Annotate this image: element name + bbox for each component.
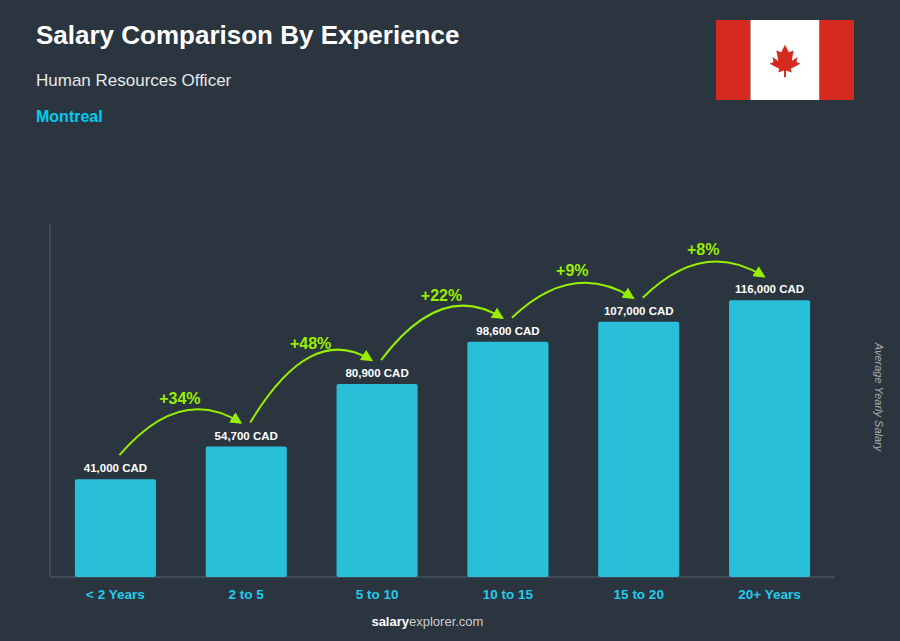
data-label: 41,000 CAD	[84, 462, 147, 474]
x-tick-label: 5 to 10	[356, 587, 399, 602]
data-label: 54,700 CAD	[215, 430, 278, 442]
footer-normal: explorer.com	[409, 614, 483, 629]
x-axis-line	[50, 577, 835, 578]
change-annotation: +22%	[421, 287, 462, 304]
change-annotation: +34%	[159, 390, 200, 407]
title: Salary Comparison By Experience	[36, 20, 459, 50]
bar	[598, 322, 679, 577]
background	[0, 0, 900, 641]
data-label: 107,000 CAD	[604, 305, 674, 317]
x-tick-label: 2 to 5	[229, 587, 265, 602]
footer-bold: salary	[371, 614, 409, 629]
change-annotation: +9%	[556, 262, 588, 279]
change-arrow	[119, 409, 240, 455]
chart: Salary Comparison By Experience Human Res…	[0, 0, 900, 641]
flag-left	[716, 20, 751, 100]
data-label: 80,900 CAD	[345, 367, 408, 379]
flag-center	[751, 20, 820, 100]
y-axis-label: Average Yearly Salary	[873, 342, 885, 453]
flag	[716, 20, 854, 100]
data-label: 116,000 CAD	[735, 283, 804, 295]
x-tick-label: < 2 Years	[86, 587, 145, 602]
bar	[75, 479, 156, 577]
data-label: 98,600 CAD	[476, 325, 539, 337]
bar	[337, 384, 418, 577]
change-arrow	[250, 350, 371, 423]
y-axis-line	[50, 224, 51, 577]
subtitle: Human Resources Officer	[36, 71, 232, 90]
city: Montreal	[36, 108, 103, 125]
flag-right	[820, 20, 855, 100]
flag-leaf	[770, 45, 801, 78]
x-tick-label: 20+ Years	[738, 587, 800, 602]
bar	[206, 447, 287, 577]
bars	[75, 300, 810, 577]
change-annotation: +48%	[290, 335, 331, 352]
change-annotation: +8%	[687, 241, 719, 258]
x-tick-label: 15 to 20	[614, 587, 664, 602]
bar	[729, 300, 810, 577]
bar	[467, 342, 548, 577]
change-arrow	[512, 283, 633, 318]
x-tick-label: 10 to 15	[483, 587, 534, 602]
change-arrow	[381, 306, 502, 360]
change-arrow	[643, 262, 764, 298]
